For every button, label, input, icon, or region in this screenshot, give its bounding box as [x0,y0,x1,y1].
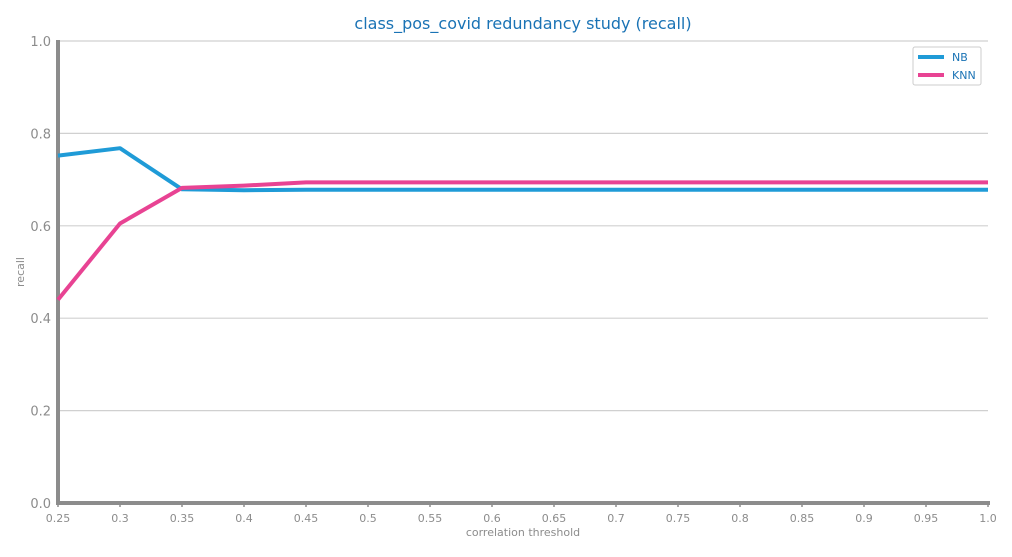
y-tick-labels: 0.0 0.2 0.4 0.6 0.8 1.0 [30,35,51,512]
y-axis-label: recall [14,257,27,287]
y-tick-label: 0.2 [30,405,51,420]
x-tick-label: 0.65 [542,512,567,525]
x-tick-label: 1.0 [979,512,997,525]
y-tick-label: 0.0 [30,497,51,512]
x-tick-label: 0.45 [294,512,319,525]
x-tick-label: 0.6 [483,512,501,525]
legend-label-knn: KNN [952,69,976,82]
x-tick-label: 0.85 [790,512,815,525]
x-tick-label: 0.35 [170,512,195,525]
grid-lines [58,40,988,412]
legend-label-nb: NB [952,51,968,64]
x-tick-label: 0.9 [855,512,873,525]
x-tick-label: 0.75 [666,512,691,525]
x-tick-label: 0.95 [914,512,939,525]
series-line-knn [56,180,988,301]
x-tick-label: 0.3 [111,512,129,525]
x-tick-label: 0.4 [235,512,253,525]
chart-title: class_pos_covid redundancy study (recall… [354,14,691,34]
axes [56,40,990,507]
series-lines [56,146,988,301]
legend: NB KNN [912,46,982,86]
y-tick-label: 0.4 [30,312,51,327]
y-tick-label: 1.0 [30,35,51,50]
x-tick-labels: 0.25 0.3 0.35 0.4 0.45 0.5 0.55 0.6 0.65 0.7 0.75 0… [46,512,997,525]
y-tick-label: 0.8 [30,127,51,142]
x-tick-label: 0.7 [607,512,625,525]
series-line-nb [57,146,988,193]
y-tick-label: 0.6 [30,220,51,235]
x-tick-label: 0.25 [46,512,71,525]
x-tick-label: 0.55 [418,512,443,525]
x-tick-label: 0.8 [731,512,749,525]
x-tick-label: 0.5 [359,512,377,525]
x-axis-label: correlation threshold [466,526,580,539]
